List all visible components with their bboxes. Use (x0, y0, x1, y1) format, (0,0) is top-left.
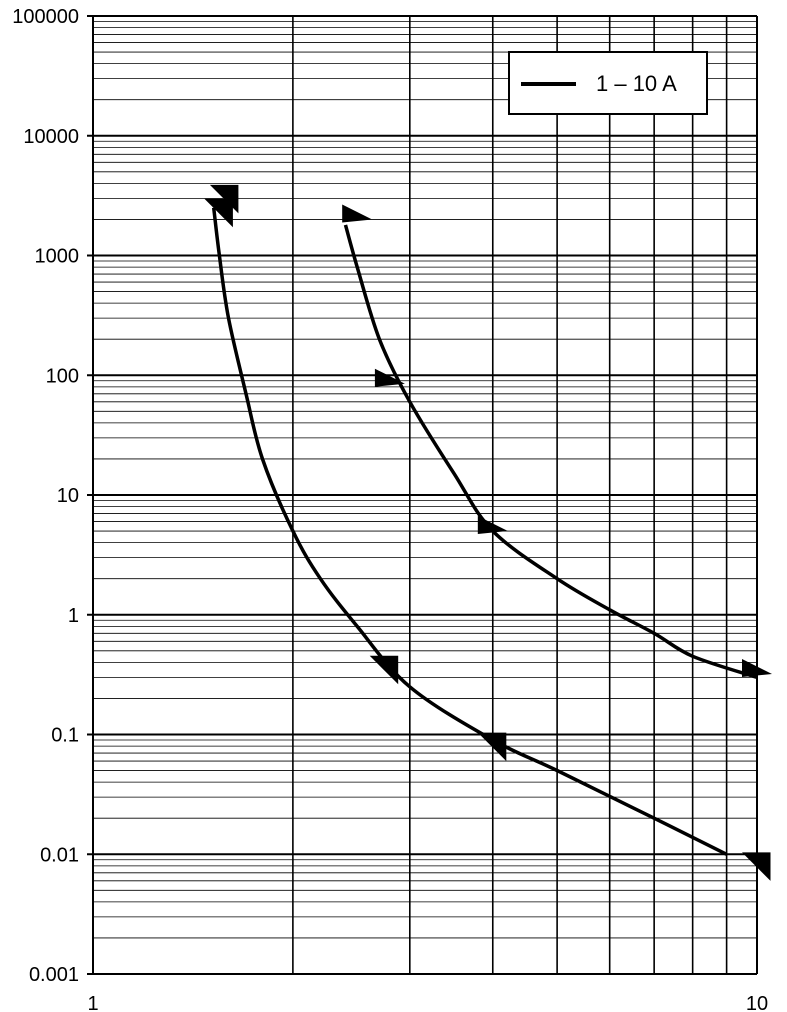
y-tick-label: 10 (57, 485, 79, 507)
y-tick-label: 1000 (35, 246, 80, 268)
curve-marker (742, 852, 771, 881)
y-tick-label: 0.001 (29, 964, 79, 986)
legend-box (508, 51, 708, 115)
series-line-2 (343, 224, 758, 680)
y-tick-label: 100000 (12, 6, 79, 28)
y-tick-label: 10000 (23, 126, 79, 148)
curve-marker (369, 655, 399, 685)
series-line-1 (211, 207, 728, 856)
y-tick-label: 0.1 (51, 725, 79, 747)
curve-marker (742, 659, 772, 677)
curve-marker (477, 732, 507, 762)
y-tick-label: 0.01 (40, 844, 79, 866)
curve-marker (204, 198, 233, 228)
grid-minor (93, 16, 757, 974)
curve-marker (374, 368, 405, 387)
grid-major (87, 15, 758, 975)
legend-label: 1 – 10 A (596, 71, 677, 96)
curve-marker (342, 204, 373, 223)
x-tick-label: 10 (746, 993, 768, 1012)
x-tick-label: 1 (87, 993, 98, 1012)
y-tick-label: 100 (46, 365, 79, 387)
tick-labels: 0.001 0.01 0.1 1 10 100 1000 10000 100000 1 10 (12, 6, 768, 1012)
y-tick-label: 1 (68, 605, 79, 627)
legend: 1 – 10 A (508, 51, 708, 115)
markers (204, 184, 772, 881)
curve-marker (477, 516, 508, 534)
